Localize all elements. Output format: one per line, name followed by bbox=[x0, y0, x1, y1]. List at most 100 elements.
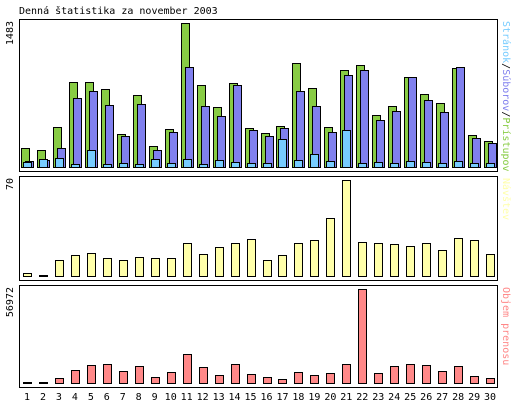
x-tick-label: 12 bbox=[197, 392, 209, 403]
bar-stranok bbox=[358, 163, 367, 168]
bar-volume bbox=[103, 364, 112, 384]
panel-hits-files-pages: 1483 Stránok/Súborov/Prístupov bbox=[5, 19, 512, 172]
bar-stranok bbox=[135, 164, 144, 168]
bar-stranok bbox=[278, 139, 287, 168]
bar-volume bbox=[358, 289, 367, 384]
x-tick-label: 15 bbox=[244, 392, 256, 403]
bar-stranok bbox=[39, 159, 48, 168]
bar-volume bbox=[263, 377, 272, 384]
x-tick-label: 26 bbox=[420, 392, 432, 403]
bar-stranok bbox=[183, 159, 192, 168]
x-axis-day-labels: 1 2 3 4 5 6 7 8 9 10 11 12 13 14 15 16 17 18 19 20 21 22 23 24 2… bbox=[24, 392, 496, 403]
x-tick-label: 30 bbox=[484, 392, 496, 403]
legend-separator: / bbox=[500, 111, 511, 117]
bar-visits bbox=[167, 258, 176, 277]
panel-frame bbox=[19, 19, 498, 172]
bar-visits bbox=[71, 255, 80, 277]
bar-stranok bbox=[470, 163, 479, 168]
bar-volume bbox=[183, 354, 192, 384]
x-tick-label: 29 bbox=[468, 392, 480, 403]
y-max-label: 70 bbox=[5, 178, 16, 190]
bar-stranok bbox=[103, 164, 112, 168]
bar-suborov bbox=[233, 85, 242, 168]
bar-stranok bbox=[55, 158, 64, 168]
bar-volume bbox=[39, 382, 48, 384]
x-tick-label: 1 bbox=[24, 392, 30, 403]
bar-volume bbox=[87, 365, 96, 384]
x-tick-label: 2 bbox=[40, 392, 46, 403]
bar-visits bbox=[103, 258, 112, 277]
bar-suborov bbox=[424, 100, 433, 168]
bar-suborov bbox=[360, 70, 369, 168]
bar-volume bbox=[326, 373, 335, 384]
bar-stranok bbox=[199, 164, 208, 168]
bar-suborov bbox=[376, 120, 385, 168]
legend-item: Objem prenosu bbox=[500, 287, 511, 365]
legend: Návštev bbox=[500, 178, 512, 220]
bar-visits bbox=[326, 218, 335, 277]
y-max-label: 1483 bbox=[5, 21, 16, 45]
bar-visits bbox=[55, 260, 64, 277]
legend-item: Návštev bbox=[500, 178, 512, 220]
bar-volume bbox=[247, 374, 256, 384]
bar-visits bbox=[23, 273, 32, 277]
x-tick-label: 14 bbox=[228, 392, 240, 403]
chart-title: Denná štatistika za november 2003 bbox=[19, 5, 218, 17]
bar-volume bbox=[294, 372, 303, 384]
bar-suborov bbox=[105, 105, 114, 168]
legend-item: Prístupov bbox=[500, 117, 512, 171]
bar-suborov bbox=[73, 98, 82, 168]
bar-volume bbox=[470, 376, 479, 384]
x-tick-label: 6 bbox=[104, 392, 110, 403]
bar-stranok bbox=[247, 163, 256, 168]
bar-suborov bbox=[169, 132, 178, 168]
bar-visits bbox=[374, 243, 383, 277]
x-tick-label: 16 bbox=[260, 392, 272, 403]
x-tick-label: 4 bbox=[72, 392, 78, 403]
bar-stranok bbox=[215, 160, 224, 168]
bar-stranok bbox=[119, 163, 128, 168]
bar-visits bbox=[183, 243, 192, 277]
x-tick-label: 23 bbox=[372, 392, 384, 403]
bar-suborov bbox=[137, 104, 146, 168]
bar-visits bbox=[422, 243, 431, 277]
bar-suborov bbox=[408, 77, 417, 168]
bar-suborov bbox=[185, 67, 194, 168]
bar-stranok bbox=[151, 159, 160, 168]
bar-volume bbox=[231, 364, 240, 384]
bar-volume bbox=[71, 370, 80, 384]
bar-suborov bbox=[121, 136, 130, 168]
bar-visits bbox=[470, 240, 479, 277]
bar-volume bbox=[342, 364, 351, 384]
bar-suborov bbox=[440, 112, 449, 168]
bar-volume bbox=[374, 373, 383, 384]
bar-volume bbox=[151, 377, 160, 384]
bar-visits bbox=[119, 260, 128, 277]
x-tick-label: 18 bbox=[292, 392, 304, 403]
bar-visits bbox=[294, 243, 303, 277]
bar-stranok bbox=[87, 150, 96, 168]
x-tick-label: 8 bbox=[136, 392, 142, 403]
legend-item: Súborov bbox=[500, 69, 512, 111]
bar-suborov bbox=[249, 130, 258, 168]
bar-volume bbox=[406, 364, 415, 384]
x-tick-label: 22 bbox=[356, 392, 368, 403]
panel-volume: 56972 Objem prenosu bbox=[5, 285, 511, 388]
x-tick-label: 25 bbox=[404, 392, 416, 403]
bar-stranok bbox=[406, 161, 415, 168]
bar-visits bbox=[231, 243, 240, 277]
bar-visits bbox=[454, 238, 463, 277]
bar-visits bbox=[438, 250, 447, 277]
x-tick-label: 19 bbox=[308, 392, 320, 403]
bar-stranok bbox=[374, 162, 383, 168]
bar-stranok bbox=[310, 154, 319, 168]
bar-volume bbox=[454, 366, 463, 384]
x-tick-label: 10 bbox=[165, 392, 177, 403]
y-max-label: 56972 bbox=[5, 287, 16, 317]
bar-visits bbox=[278, 255, 287, 277]
bar-visits bbox=[135, 257, 144, 277]
bar-visits bbox=[247, 239, 256, 277]
bar-volume bbox=[310, 375, 319, 384]
